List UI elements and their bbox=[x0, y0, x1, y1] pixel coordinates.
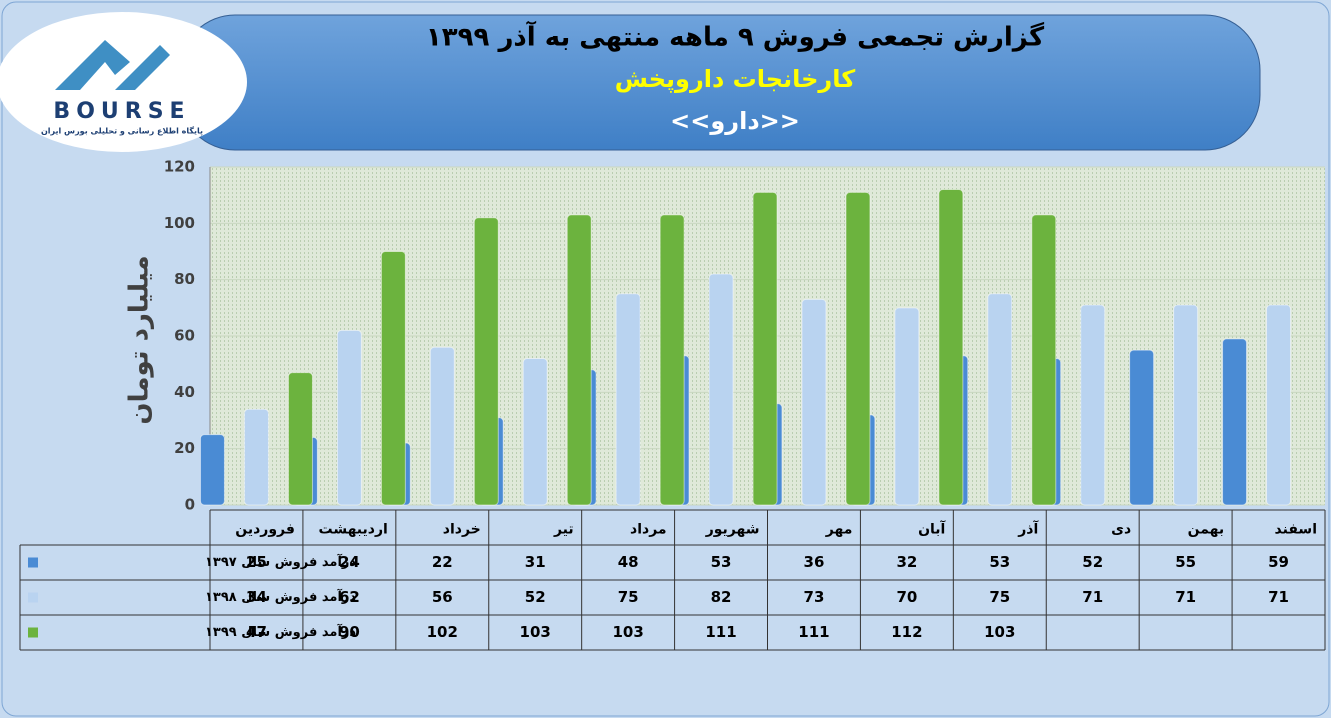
y-tick-label: 0 bbox=[185, 496, 195, 514]
legend-label: درآمد فروش سال ۱۳۹۸ bbox=[205, 588, 356, 605]
bar bbox=[243, 408, 269, 506]
bar bbox=[659, 214, 685, 506]
table-value: 52 bbox=[1082, 553, 1103, 571]
bar bbox=[287, 372, 313, 506]
bar bbox=[522, 358, 548, 506]
table-value: 103 bbox=[612, 623, 643, 641]
x-tick-label: اردیبهشت bbox=[319, 522, 388, 538]
table-value: 70 bbox=[896, 588, 917, 606]
table-value: 111 bbox=[705, 623, 736, 641]
y-tick-label: 60 bbox=[174, 327, 195, 345]
table-value: 25 bbox=[246, 553, 267, 571]
table-value: 90 bbox=[339, 623, 360, 641]
table-value: 71 bbox=[1175, 588, 1196, 606]
legend-label: درآمد فروش سال ۱۳۹۹ bbox=[205, 623, 356, 640]
x-tick-label: مرداد bbox=[630, 522, 667, 538]
bar bbox=[615, 293, 641, 506]
x-tick-label: آذر bbox=[1017, 520, 1039, 538]
bar bbox=[1173, 304, 1199, 506]
bar bbox=[845, 191, 871, 506]
logo-name: BOURSE bbox=[53, 99, 190, 124]
x-tick-label: تیر bbox=[553, 522, 574, 538]
legend-key bbox=[28, 557, 38, 568]
bar bbox=[380, 251, 406, 506]
x-tick-label: آبان bbox=[918, 520, 946, 538]
table-value: 103 bbox=[520, 623, 551, 641]
logo-shape bbox=[55, 40, 130, 90]
table-value: 103 bbox=[984, 623, 1015, 641]
y-tick-label: 120 bbox=[164, 158, 195, 176]
x-tick-label: دی bbox=[1111, 522, 1131, 538]
bar bbox=[987, 293, 1013, 506]
table-value: 31 bbox=[525, 553, 546, 571]
bar bbox=[199, 434, 225, 506]
bar bbox=[1266, 304, 1292, 506]
table-value: 32 bbox=[896, 553, 917, 571]
table-value: 75 bbox=[618, 588, 639, 606]
bar bbox=[894, 307, 920, 506]
logo-tagline: پایگاه اطلاع رسانی و تحلیلی بورس ایران bbox=[41, 126, 203, 137]
y-axis-label: میلیارد تومان bbox=[125, 255, 155, 424]
chart-subtitle: کارخانجات داروپخش bbox=[615, 65, 855, 93]
table-value: 22 bbox=[432, 553, 453, 571]
bar bbox=[708, 273, 734, 506]
bar bbox=[566, 214, 592, 506]
table-value: 47 bbox=[246, 623, 267, 641]
table-value: 111 bbox=[798, 623, 829, 641]
y-tick-label: 40 bbox=[174, 383, 195, 401]
table-value: 36 bbox=[804, 553, 825, 571]
x-tick-label: فروردین bbox=[235, 522, 295, 538]
bar bbox=[429, 346, 455, 506]
x-tick-label: خرداد bbox=[443, 522, 481, 538]
table-value: 53 bbox=[989, 553, 1010, 571]
chart-symbol: <<دارو>> bbox=[670, 107, 800, 135]
table-value: 112 bbox=[891, 623, 922, 641]
x-tick-label: مهر bbox=[825, 522, 853, 538]
logo-shape bbox=[115, 45, 170, 90]
bar bbox=[336, 329, 362, 506]
table-value: 82 bbox=[711, 588, 732, 606]
bar bbox=[1080, 304, 1106, 506]
chart-title: گزارش تجمعی فروش ۹ ماهه منتهی به آذر ۱۳۹… bbox=[426, 21, 1045, 53]
y-tick-label: 80 bbox=[174, 270, 195, 288]
table-value: 62 bbox=[339, 588, 360, 606]
x-tick-label: اسفند bbox=[1275, 522, 1317, 538]
legend-key bbox=[28, 627, 38, 638]
bar bbox=[938, 189, 964, 506]
x-tick-label: بهمن bbox=[1188, 522, 1224, 538]
y-tick-label: 100 bbox=[164, 214, 195, 232]
x-tick-label: شهریور bbox=[705, 522, 760, 538]
table-value: 71 bbox=[1082, 588, 1103, 606]
legend-key bbox=[28, 592, 38, 603]
table-value: 102 bbox=[427, 623, 458, 641]
table-value: 59 bbox=[1268, 553, 1289, 571]
table-value: 71 bbox=[1268, 588, 1289, 606]
y-tick-label: 20 bbox=[174, 439, 195, 457]
bar bbox=[473, 217, 499, 506]
bar bbox=[1031, 214, 1057, 506]
bar bbox=[801, 298, 827, 506]
table-value: 55 bbox=[1175, 553, 1196, 571]
bar bbox=[1129, 349, 1155, 506]
table-value: 73 bbox=[804, 588, 825, 606]
legend-label: درآمد فروش سال ۱۳۹۷ bbox=[205, 553, 356, 570]
bar bbox=[1222, 338, 1248, 506]
bar bbox=[752, 191, 778, 506]
table-value: 53 bbox=[711, 553, 732, 571]
table-value: 34 bbox=[246, 588, 267, 606]
table-value: 48 bbox=[618, 553, 639, 571]
table-value: 56 bbox=[432, 588, 453, 606]
table-value: 75 bbox=[989, 588, 1010, 606]
table-value: 52 bbox=[525, 588, 546, 606]
table-value: 24 bbox=[339, 553, 360, 571]
